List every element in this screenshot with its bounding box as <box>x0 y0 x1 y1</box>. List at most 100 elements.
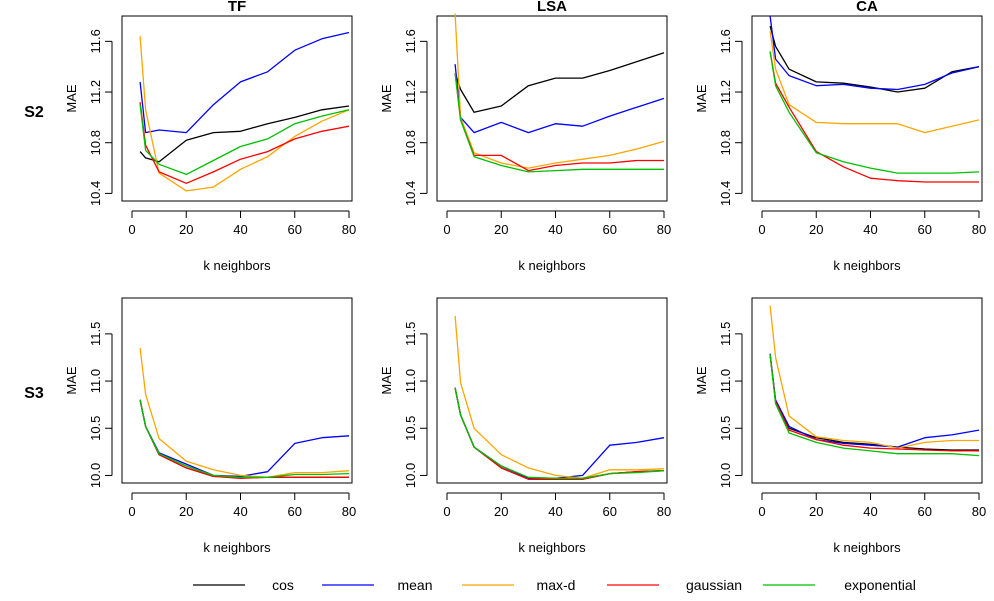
y-tick-label: 11.2 <box>88 80 103 104</box>
plot-frame <box>436 297 668 484</box>
series-line-exponential <box>139 399 350 478</box>
row-label-s2: S2 <box>24 104 44 121</box>
x-tick-label: 60 <box>603 504 617 519</box>
series-line-mean <box>454 64 665 134</box>
x-tick-label: 40 <box>548 222 562 237</box>
panel-s3-tf: 0 20 40 60 80 k neighbors 10.0 10.5 11.0 11.5 MAE <box>64 297 356 555</box>
y-tick-label: 10.4 <box>403 181 418 206</box>
plot-frame <box>121 297 353 484</box>
x-tick-label: 20 <box>179 504 193 519</box>
series-line-maxd <box>139 347 350 478</box>
series-line-mean <box>769 15 980 91</box>
y-tick-label: 10.4 <box>718 181 733 206</box>
x-tick-label: 40 <box>863 504 877 519</box>
x-tick-label: 20 <box>809 222 823 237</box>
series-line-mean <box>139 399 350 478</box>
x-tick-label: 0 <box>443 504 450 519</box>
y-tick-label: 11.6 <box>718 29 733 53</box>
y-tick-label: 11.5 <box>403 322 418 346</box>
series-line-maxd <box>769 31 980 134</box>
y-axis-label: MAE <box>694 366 709 395</box>
y-tick-label: 11.6 <box>88 29 103 53</box>
x-tick-label: 20 <box>809 504 823 519</box>
series-line-exponential <box>454 387 665 479</box>
y-tick-label: 10.5 <box>88 416 103 441</box>
x-tick-label: 40 <box>548 504 562 519</box>
y-tick-label: 11.5 <box>718 322 733 346</box>
panel-s2-lsa: LSA 0 20 40 60 80 k neighbors 10.4 10.8 11.2 11.6 M… <box>379 0 671 273</box>
y-tick-label: 11.6 <box>403 29 418 53</box>
y-tick-label: 10.0 <box>403 463 418 488</box>
panel-title: CA <box>856 0 878 15</box>
legend-label-cos: cos <box>272 577 294 593</box>
y-tick-label: 10.5 <box>403 416 418 441</box>
x-tick-label: 60 <box>918 504 932 519</box>
plot-frame <box>121 15 353 202</box>
x-axis-label: k neighbors <box>203 258 271 273</box>
series-line-exponential <box>769 354 980 457</box>
x-tick-label: 0 <box>758 504 765 519</box>
y-tick-label: 11.5 <box>88 322 103 346</box>
y-tick-label: 10.4 <box>88 181 103 206</box>
series-line-gaussian <box>454 72 664 172</box>
y-tick-label: 10.8 <box>403 130 418 155</box>
y-tick-label: 10.5 <box>718 416 733 441</box>
panel-s2-tf: TF 0 20 40 60 80 k neighbors 10.4 10.8 11.2 11.6 MA… <box>64 0 356 273</box>
series-line-cos <box>769 25 980 93</box>
x-tick-label: 60 <box>288 222 302 237</box>
x-axis-label: k neighbors <box>203 540 271 555</box>
x-axis-label: k neighbors <box>518 540 586 555</box>
x-tick-label: 80 <box>342 504 356 519</box>
x-tick-label: 40 <box>863 222 877 237</box>
series-line-exponential <box>769 51 980 174</box>
plot-frame <box>751 297 983 484</box>
x-tick-label: 0 <box>443 222 450 237</box>
y-tick-label: 10.0 <box>718 463 733 488</box>
series-line-exponential <box>454 72 664 173</box>
x-tick-label: 80 <box>657 222 671 237</box>
y-tick-label: 10.0 <box>88 463 103 488</box>
y-axis-label: MAE <box>379 84 394 113</box>
panel-s2-ca: CA 0 20 40 60 80 k neighbors 10.4 10.8 11.2 11.6 MA… <box>694 0 986 273</box>
plot-frame <box>751 15 983 202</box>
x-axis-label: k neighbors <box>518 258 586 273</box>
x-axis-label: k neighbors <box>833 258 901 273</box>
y-tick-label: 11.0 <box>718 369 733 393</box>
panel-title: TF <box>228 0 246 15</box>
series-line-cos <box>454 387 665 480</box>
series-line-exponential <box>139 104 350 176</box>
panel-title: LSA <box>537 0 567 15</box>
legend-label-exponential: exponential <box>844 577 916 593</box>
series-line-gaussian <box>769 51 979 183</box>
x-tick-label: 60 <box>918 222 932 237</box>
x-tick-label: 80 <box>657 504 671 519</box>
series-line-cos <box>454 52 665 113</box>
plot-frame <box>436 15 668 202</box>
x-tick-label: 40 <box>233 504 247 519</box>
y-axis-label: MAE <box>694 84 709 113</box>
series-line-mean <box>769 353 980 448</box>
y-tick-label: 11.2 <box>718 80 733 104</box>
row-label-s3: S3 <box>24 385 44 402</box>
x-tick-label: 0 <box>128 504 135 519</box>
x-tick-label: 20 <box>494 222 508 237</box>
series-line-mean <box>139 31 350 134</box>
x-tick-label: 80 <box>342 222 356 237</box>
panel-s3-ca: 0 20 40 60 80 k neighbors 10.0 10.5 11.0 11.5 MAE <box>694 297 986 555</box>
x-tick-label: 20 <box>494 504 508 519</box>
series-line-gaussian <box>454 387 665 480</box>
x-tick-label: 20 <box>179 222 193 237</box>
x-axis-label: k neighbors <box>833 540 901 555</box>
y-tick-label: 11.0 <box>403 369 418 393</box>
y-tick-label: 11.0 <box>88 369 103 393</box>
x-tick-label: 0 <box>758 222 765 237</box>
y-tick-label: 10.8 <box>88 130 103 155</box>
panel-s3-lsa: 0 20 40 60 80 k neighbors 10.0 10.5 11.0 11.5 MAE <box>379 297 671 555</box>
y-axis-label: MAE <box>64 84 79 113</box>
y-tick-label: 10.8 <box>718 130 733 155</box>
y-axis-label: MAE <box>379 366 394 395</box>
panels: TF 0 20 40 60 80 k neighbors 10.4 10.8 11.2 11.6 MA… <box>64 0 986 555</box>
series-line-mean <box>454 387 665 479</box>
y-axis-label: MAE <box>64 366 79 395</box>
